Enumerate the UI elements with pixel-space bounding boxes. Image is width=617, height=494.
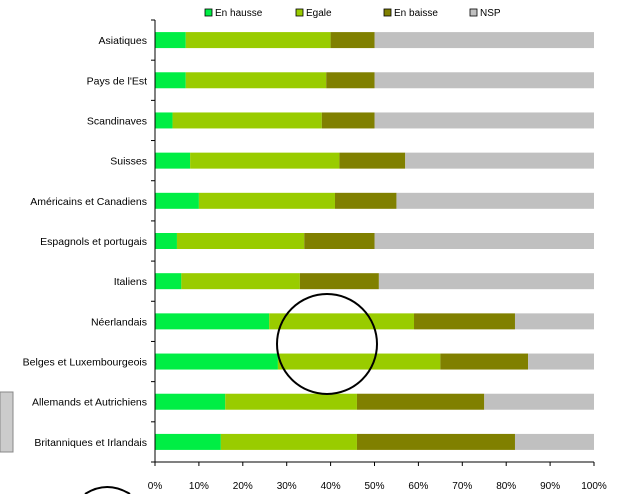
category-label: Britanniques et Irlandais: [34, 437, 147, 449]
bar-segment-nsp: [484, 393, 594, 410]
bar-segment-en-baisse: [326, 72, 375, 89]
bar-segment-nsp: [528, 353, 594, 370]
bar-segment-egale: [185, 72, 327, 89]
bar-segment-en-baisse: [339, 152, 406, 169]
bar-segment-egale: [198, 192, 335, 209]
category-label: Néerlandais: [91, 316, 147, 328]
bottom-arc: [84, 486, 131, 494]
bar-segment-en-baisse: [356, 393, 485, 410]
legend-label: Egale: [306, 8, 332, 19]
bar-row-britanniques-et-irlandais: [155, 433, 594, 450]
category-label: Scandinaves: [87, 115, 147, 127]
x-tick-label: 80%: [496, 481, 516, 492]
bar-segment-egale: [225, 393, 357, 410]
bar-segment-en-hausse: [155, 112, 173, 129]
bar-row-neerlandais: [155, 313, 594, 330]
bar-segment-nsp: [514, 313, 594, 330]
bar-segment-en-hausse: [155, 313, 270, 330]
bar-row-asiatiques: [155, 32, 594, 49]
category-label: Américains et Canadiens: [30, 196, 147, 208]
legend-swatch: [383, 8, 392, 17]
bar-segment-egale: [172, 112, 322, 129]
bar-segment-nsp: [514, 433, 594, 450]
bar-segment-en-hausse: [155, 32, 186, 49]
x-tick-label: 90%: [540, 481, 560, 492]
bar-segment-nsp: [405, 152, 594, 169]
bar-segment-en-baisse: [304, 233, 375, 249]
legend-swatch: [204, 8, 213, 17]
category-label: Suisses: [110, 156, 147, 168]
bar-segment-en-hausse: [155, 353, 278, 370]
chart-axes: [151, 19, 595, 466]
bar-segment-en-hausse: [155, 393, 226, 410]
category-label: Espagnols et portugais: [40, 236, 147, 248]
bar-segment-nsp: [374, 72, 594, 89]
x-tick-label: 70%: [452, 481, 472, 492]
x-tick-label: 20%: [233, 481, 253, 492]
bar-segment-en-baisse: [334, 192, 397, 209]
chart-legend: En hausse Egale En baisse NSP: [204, 8, 501, 19]
legend-swatch: [469, 8, 478, 17]
bar-segment-en-hausse: [155, 233, 177, 249]
bar-segment-nsp: [378, 273, 594, 290]
category-label: Allemands et Autrichiens: [32, 397, 147, 409]
bar-segment-egale: [185, 32, 331, 49]
highlight-circle: [276, 293, 378, 395]
bar-segment-en-hausse: [155, 72, 186, 89]
legend-swatch: [295, 8, 304, 17]
legend-item-nsp: NSP: [469, 8, 501, 19]
bar-row-espagnols-et-portugais: [155, 233, 594, 249]
bar-segment-egale: [190, 152, 340, 169]
x-tick-label: 10%: [189, 481, 209, 492]
bar-segment-en-hausse: [155, 192, 199, 209]
x-tick-label: 60%: [408, 481, 428, 492]
x-tick-label: 40%: [321, 481, 341, 492]
bar-row-belges-et-luxembourgeois: [155, 353, 594, 370]
bar-segment-en-hausse: [155, 433, 221, 450]
chart-bars: [155, 32, 594, 450]
bar-row-americains-et-canadiens: [155, 192, 594, 209]
bar-segment-en-baisse: [330, 32, 375, 49]
bar-row-scandinaves: [155, 112, 594, 129]
legend-item-egale: Egale: [295, 8, 332, 19]
legend-item-en-hausse: En hausse: [204, 8, 263, 19]
bar-segment-en-baisse: [356, 433, 515, 450]
legend-item-en-baisse: En baisse: [383, 8, 438, 19]
bar-segment-egale: [269, 313, 415, 330]
x-tick-label: 100%: [581, 481, 607, 492]
x-tick-label: 0%: [148, 481, 163, 492]
x-tick-label: 30%: [277, 481, 297, 492]
bar-segment-en-baisse: [414, 313, 515, 330]
bar-row-suisses: [155, 152, 594, 169]
legend-label: En hausse: [215, 8, 263, 19]
category-label: Belges et Luxembourgeois: [23, 357, 147, 369]
annotations: [0, 293, 378, 494]
side-box: [0, 391, 14, 453]
x-tick-label: 50%: [364, 481, 384, 492]
x-tick-labels: 0% 10% 20% 30% 40% 50% 60% 70% 80% 90% 100%: [148, 481, 607, 492]
bar-segment-nsp: [374, 32, 594, 49]
bar-segment-en-hausse: [155, 273, 182, 290]
category-label: Italiens: [114, 276, 147, 288]
bar-segment-egale: [176, 233, 305, 249]
legend-label: En baisse: [394, 8, 438, 19]
bar-segment-en-hausse: [155, 152, 191, 169]
bar-segment-en-baisse: [299, 273, 379, 290]
bar-segment-en-baisse: [440, 353, 529, 370]
bar-segment-nsp: [374, 233, 594, 249]
legend-label: NSP: [480, 8, 501, 19]
bar-segment-egale: [220, 433, 357, 450]
bar-segment-egale: [277, 353, 441, 370]
category-labels: Asiatiques Pays de l'Est Scandinaves Suisse…: [23, 35, 147, 449]
bar-segment-egale: [181, 273, 300, 290]
bar-row-italiens: [155, 273, 594, 290]
category-label: Asiatiques: [99, 35, 147, 47]
bar-segment-nsp: [396, 192, 594, 209]
bar-segment-en-baisse: [321, 112, 375, 129]
bar-row-pays-de-l-est: [155, 72, 594, 89]
category-label: Pays de l'Est: [87, 75, 147, 87]
bar-row-allemands-et-autrichiens: [155, 393, 594, 410]
bar-segment-nsp: [374, 112, 594, 129]
